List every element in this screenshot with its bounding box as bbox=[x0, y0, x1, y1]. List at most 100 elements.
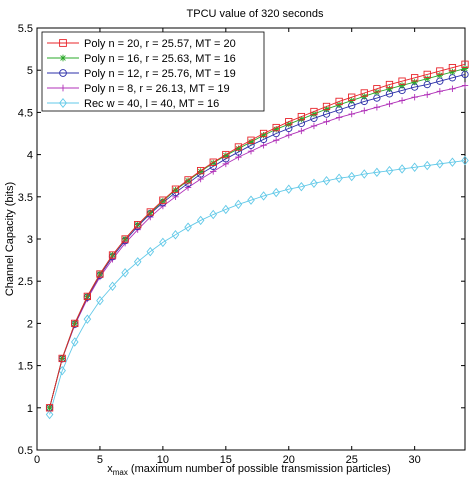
diamond-marker bbox=[196, 215, 205, 226]
plus-marker bbox=[449, 85, 456, 92]
y-tick-label: 0.5 bbox=[18, 445, 33, 457]
plus-marker bbox=[247, 148, 255, 155]
legend-entry: Poly n = 8, r = 26.13, MT = 19 bbox=[47, 83, 230, 95]
plus-marker bbox=[436, 88, 444, 95]
legend-entry: Poly n = 20, r = 25.57, MT = 20 bbox=[47, 38, 236, 50]
legend-label: Poly n = 16, r = 25.63, MT = 16 bbox=[84, 53, 236, 65]
square-marker bbox=[159, 196, 167, 204]
asterisk-marker bbox=[184, 177, 192, 184]
x-axis: 0 5 10 15 20 25 30 bbox=[34, 28, 421, 466]
diamond-marker bbox=[398, 164, 406, 174]
asterisk-marker bbox=[247, 138, 255, 146]
asterisk-marker bbox=[197, 168, 204, 175]
plus-marker bbox=[411, 94, 418, 101]
square-marker bbox=[348, 93, 356, 101]
y-tick-label: 5 bbox=[27, 65, 33, 77]
square-marker bbox=[59, 39, 67, 47]
y-tick-label: 3 bbox=[27, 234, 33, 246]
plus-marker bbox=[335, 114, 343, 121]
diamond-marker bbox=[171, 230, 180, 240]
diamond-marker bbox=[322, 176, 331, 186]
plus-marker bbox=[59, 84, 67, 92]
diamond-marker bbox=[436, 159, 444, 169]
legend-label: Poly n = 20, r = 25.57, MT = 20 bbox=[84, 38, 236, 50]
diamond-marker bbox=[423, 160, 432, 171]
square-marker bbox=[96, 270, 104, 278]
asterisk-marker bbox=[323, 105, 330, 113]
square-marker bbox=[171, 185, 180, 193]
plus-marker bbox=[298, 127, 305, 135]
square-marker bbox=[209, 158, 217, 166]
series-group bbox=[46, 82, 469, 411]
y-tick-label: 2 bbox=[27, 318, 33, 330]
diamond-marker bbox=[234, 199, 243, 210]
asterisk-marker bbox=[411, 78, 418, 86]
square-marker bbox=[310, 107, 318, 116]
asterisk-marker bbox=[235, 145, 242, 152]
square-marker bbox=[335, 97, 343, 106]
legend-entry: Rec w = 40, l = 40, MT = 16 bbox=[47, 98, 219, 110]
asterisk-marker bbox=[285, 121, 292, 128]
legend-label: Poly n = 12, r = 25.76, MT = 19 bbox=[84, 68, 236, 80]
asterisk-marker bbox=[172, 186, 179, 194]
x-tick-label: 20 bbox=[283, 454, 295, 466]
square-marker bbox=[297, 112, 306, 121]
plus-marker bbox=[184, 184, 192, 191]
y-axis-label: Channel Capacity (bits) bbox=[4, 182, 16, 296]
diamond-marker bbox=[310, 178, 318, 189]
square-marker bbox=[71, 319, 79, 328]
diamond-marker bbox=[58, 365, 66, 376]
square-marker bbox=[259, 129, 268, 138]
diamond-marker bbox=[410, 162, 419, 172]
square-marker bbox=[461, 60, 469, 68]
legend-label: Rec w = 40, l = 40, MT = 16 bbox=[84, 98, 219, 110]
y-tick-label: 2.5 bbox=[18, 276, 33, 288]
square-marker bbox=[272, 123, 280, 132]
asterisk-marker bbox=[310, 110, 318, 118]
plus-marker bbox=[386, 100, 393, 108]
plus-marker bbox=[272, 137, 280, 144]
chart-title: TPCU value of 320 seconds bbox=[187, 8, 324, 20]
series-group bbox=[45, 155, 469, 420]
legend-entry: Poly n = 16, r = 25.63, MT = 16 bbox=[47, 53, 236, 65]
asterisk-marker bbox=[210, 159, 217, 167]
diamond-marker bbox=[360, 169, 369, 179]
y-axis: 0.5 1 1.5 2 2.5 3 3.5 4 4.5 5 5.5 bbox=[18, 23, 465, 457]
plus-marker bbox=[285, 131, 292, 139]
diamond-marker bbox=[222, 204, 230, 215]
plus-marker bbox=[323, 118, 330, 125]
diamond-marker bbox=[347, 171, 356, 182]
asterisk-marker bbox=[424, 75, 431, 82]
diamond-marker bbox=[259, 191, 268, 201]
diamond-marker bbox=[133, 257, 142, 267]
series-line bbox=[49, 84, 466, 408]
square-marker bbox=[196, 166, 205, 175]
plus-marker bbox=[398, 97, 406, 104]
diamond-marker bbox=[385, 165, 394, 176]
diamond-marker bbox=[209, 209, 218, 220]
x-tick-label: 25 bbox=[346, 454, 358, 466]
diamond-marker bbox=[461, 155, 469, 166]
asterisk-marker bbox=[272, 126, 280, 133]
y-tick-label: 4.5 bbox=[18, 107, 33, 119]
plus-marker bbox=[172, 193, 179, 200]
x-tick-label: 0 bbox=[34, 454, 40, 466]
diamond-marker bbox=[297, 181, 306, 192]
square-marker bbox=[448, 64, 457, 72]
y-tick-label: 1 bbox=[27, 403, 33, 415]
diamond-marker bbox=[184, 222, 192, 232]
square-marker bbox=[45, 404, 54, 412]
diamond-marker bbox=[83, 314, 92, 324]
plus-marker bbox=[373, 104, 381, 111]
x-tick-label: 15 bbox=[220, 454, 232, 466]
x-axis-label-rest: (maximum number of possible transmission… bbox=[128, 463, 391, 475]
x-axis-label-main: x bbox=[107, 463, 113, 475]
asterisk-marker bbox=[449, 68, 456, 76]
square-marker bbox=[146, 208, 154, 216]
plus-marker bbox=[461, 82, 469, 89]
square-marker bbox=[410, 74, 419, 82]
asterisk-marker bbox=[46, 404, 53, 411]
plus-marker bbox=[424, 91, 431, 98]
square-marker bbox=[83, 292, 92, 301]
diamond-marker bbox=[108, 281, 117, 291]
